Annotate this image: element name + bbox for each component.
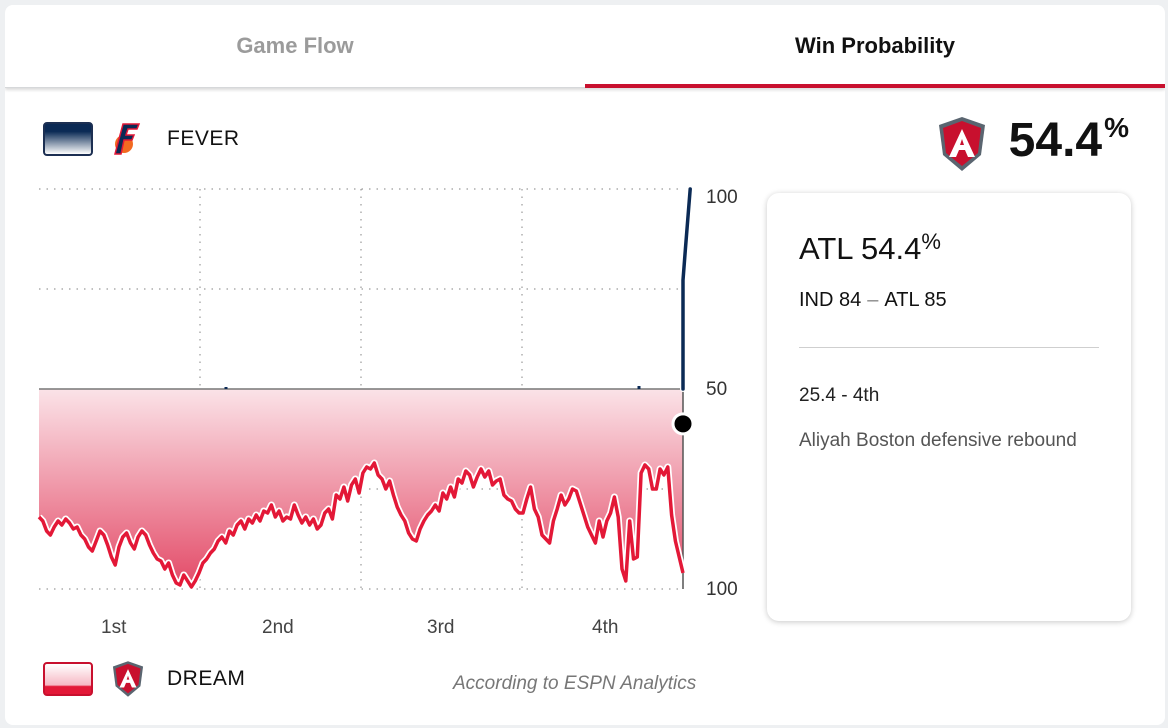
y-axis-label-top: 100 xyxy=(706,187,738,208)
y-axis-label-bottom: 100 xyxy=(706,579,738,600)
headline-probability-unit: % xyxy=(1104,112,1129,143)
info-divider xyxy=(799,347,1099,348)
period-label-4th: 4th xyxy=(592,617,619,638)
fever-logo-icon xyxy=(109,120,147,158)
fever-line xyxy=(681,187,692,391)
info-team-probability-unit: % xyxy=(921,229,941,254)
dream-logo-icon xyxy=(935,115,989,178)
info-score-atl: ATL 85 xyxy=(884,289,947,311)
period-label-3rd: 3rd xyxy=(427,617,455,638)
period-label-1st: 1st xyxy=(101,617,127,638)
play-info-card: ATL 54.4% IND 84– ATL 85 25.4 - 4th Aliya… xyxy=(767,193,1131,621)
headline-probability-value: 54.4 xyxy=(1008,114,1103,167)
dream-area-fill xyxy=(39,389,683,587)
dream-logo-icon xyxy=(109,660,147,698)
team-row-dream: DREAM xyxy=(43,660,245,698)
source-note: According to ESPN Analytics xyxy=(453,673,697,694)
info-score: IND 84– ATL 85 xyxy=(799,289,947,312)
info-team-probability-value: ATL 54.4 xyxy=(799,231,922,266)
win-probability-card: Game Flow Win Probability FEVER 54.4 % 1… xyxy=(5,5,1165,725)
current-point-marker xyxy=(671,412,695,436)
info-play-description: Aliyah Boston defensive rebound xyxy=(799,430,1077,451)
info-score-separator: – xyxy=(867,289,879,311)
dream-line xyxy=(37,461,685,589)
team-name-fever: FEVER xyxy=(167,127,240,150)
tab-game-flow[interactable]: Game Flow xyxy=(236,33,354,58)
period-label-2nd: 2nd xyxy=(262,617,294,638)
info-score-ind: IND 84 xyxy=(799,289,862,311)
win-probability-chart xyxy=(36,186,695,591)
tab-win-probability[interactable]: Win Probability xyxy=(585,5,1165,88)
fever-color-swatch xyxy=(43,122,93,156)
team-name-dream: DREAM xyxy=(167,667,246,690)
info-play-time: 25.4 - 4th xyxy=(799,385,880,406)
y-axis-label-mid: 50 xyxy=(706,379,728,400)
info-team-probability: ATL 54.4% xyxy=(799,229,941,267)
team-row-fever: FEVER xyxy=(43,120,240,158)
dream-color-swatch xyxy=(43,662,93,696)
tab-bar: Game Flow Win Probability xyxy=(5,5,1165,88)
headline-probability: 54.4 % xyxy=(935,113,1129,178)
